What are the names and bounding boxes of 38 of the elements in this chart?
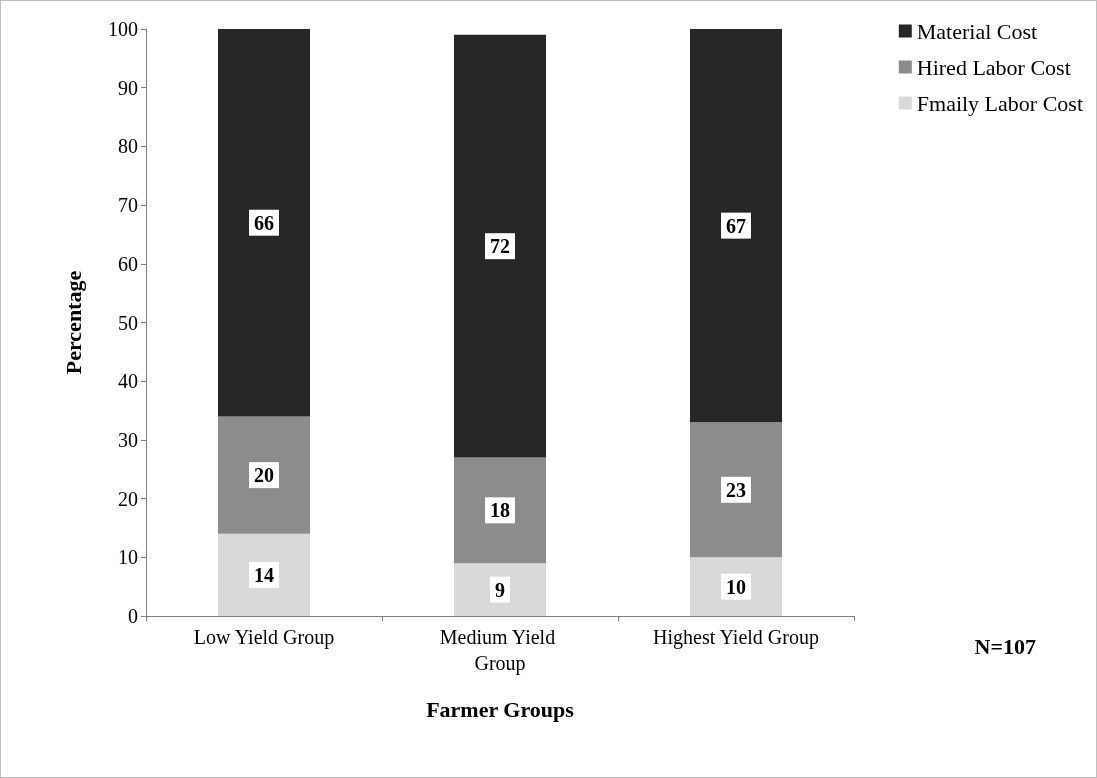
bar [689,29,783,423]
data-label: 20 [254,464,274,487]
x-tick-label: Low Yield Group [193,626,335,649]
bar [689,422,783,558]
data-label: 9 [495,578,505,601]
bar [217,533,311,616]
bar [453,457,547,564]
data-label: 18 [490,499,510,522]
bar [217,29,311,417]
bar [217,416,311,534]
y-tick-label: 60 [118,252,138,275]
data-label: 14 [254,563,274,586]
x-tick-label: Medium Yield Group [439,626,561,675]
data-label: 66 [254,211,274,234]
data-label: 23 [726,478,746,501]
data-label: 72 [490,235,510,258]
y-axis-title: Percentage [60,270,86,375]
data-label: 67 [726,214,746,237]
bar [453,34,547,458]
y-tick-label: 10 [118,546,138,569]
y-tick-label: 30 [118,428,138,451]
y-tick-label: 90 [118,76,138,99]
y-tick-label: 100 [108,18,138,40]
y-tick-label: 50 [118,311,138,334]
data-label: 10 [726,575,746,598]
y-tick-label: 40 [118,370,138,393]
y-tick-label: 80 [118,135,138,158]
x-axis-title: Farmer Groups [426,696,575,722]
bar [453,563,547,616]
legend-label: Material Cost [916,18,1038,44]
x-tick-label: Highest Yield Group [653,626,819,649]
text: N=107 [974,633,1037,659]
legend-label: Fmaily Labor Cost [916,90,1083,116]
legend-label: Hired Labor Cost [916,54,1071,80]
y-tick-label: 20 [118,487,138,510]
y-tick-label: 0 [128,605,138,627]
bar [689,557,783,616]
y-tick-label: 70 [118,194,138,217]
